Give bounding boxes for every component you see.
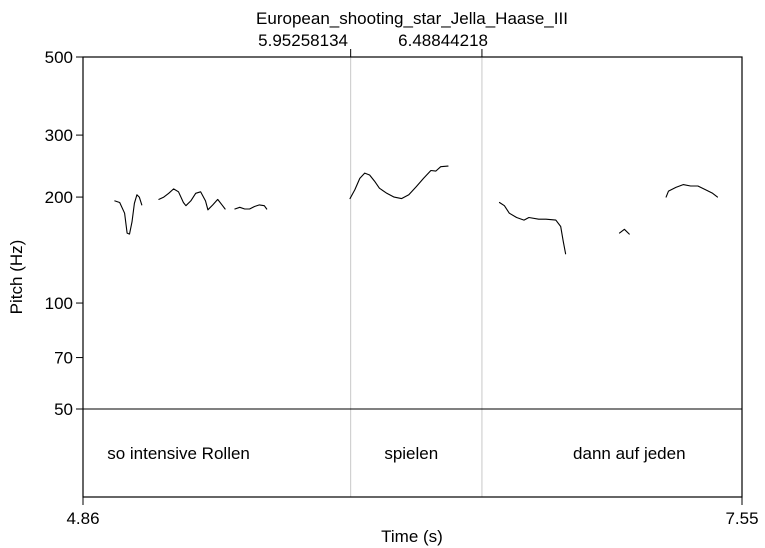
boundary-lines bbox=[350, 57, 483, 497]
text-tier: so intensive Rollen spielen dann auf jeden bbox=[107, 444, 685, 463]
pitch-contour-2 bbox=[158, 188, 226, 211]
chart-title: European_shooting_star_Jella_Haase_III bbox=[256, 9, 568, 28]
y-axis-ticks: 500 300 200 100 70 50 bbox=[45, 48, 83, 419]
y-axis-label: Pitch (Hz) bbox=[7, 240, 26, 315]
pitch-contours bbox=[114, 165, 719, 255]
pitch-contour-1 bbox=[114, 194, 143, 235]
pitch-contour-7 bbox=[665, 184, 719, 198]
tier-label-3: dann auf jeden bbox=[573, 444, 686, 463]
y-tick-label-100: 100 bbox=[45, 294, 73, 313]
pitch-contour-3 bbox=[234, 204, 268, 210]
plot-frame bbox=[82, 56, 743, 498]
tier-label-2: spielen bbox=[384, 444, 438, 463]
x-tick-label-end: 7.55 bbox=[725, 509, 758, 528]
boundary-ticks bbox=[350, 49, 483, 57]
x-axis-label: Time (s) bbox=[381, 527, 443, 546]
boundary-label-1: 5.95258134 bbox=[258, 31, 348, 50]
boundary-label-2: 6.48844218 bbox=[398, 31, 488, 50]
pitch-contour-4 bbox=[349, 165, 449, 200]
y-tick-label-70: 70 bbox=[54, 349, 73, 368]
tier-label-1: so intensive Rollen bbox=[107, 444, 250, 463]
pitch-contour-6 bbox=[618, 228, 630, 235]
y-tick-label-200: 200 bbox=[45, 188, 73, 207]
x-tick-label-start: 4.86 bbox=[66, 509, 99, 528]
y-tick-label-300: 300 bbox=[45, 126, 73, 145]
y-tick-label-500: 500 bbox=[45, 48, 73, 67]
y-tick-label-50: 50 bbox=[54, 400, 73, 419]
pitch-contour-5 bbox=[498, 201, 567, 255]
